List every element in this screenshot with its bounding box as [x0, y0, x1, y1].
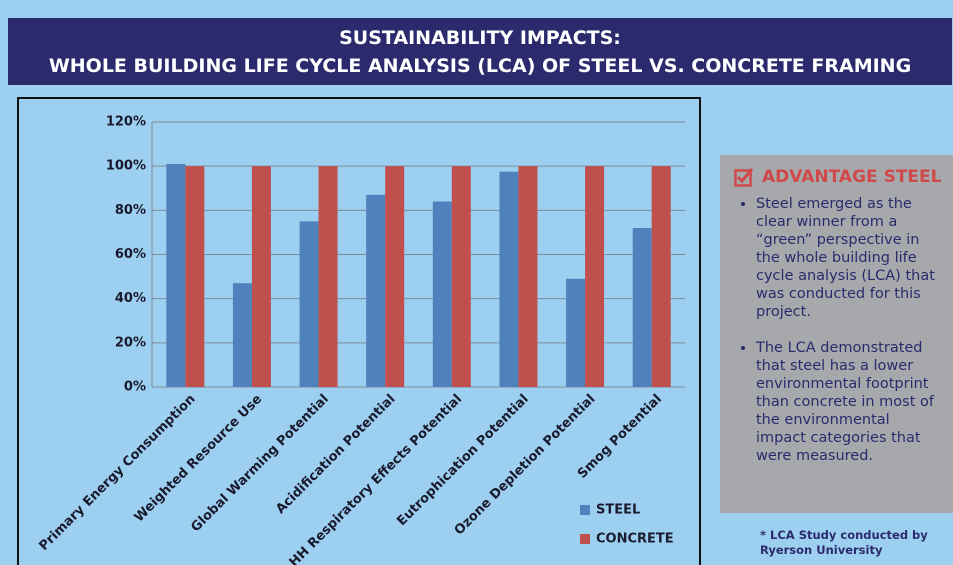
- y-tick-label: 120%: [106, 115, 146, 130]
- bar: [585, 166, 605, 387]
- bar: [366, 194, 386, 387]
- bar: [451, 166, 471, 387]
- bullet: The LCA demonstrated that steel has a lo…: [756, 339, 943, 465]
- bar: [299, 221, 319, 387]
- legend-label: STEEL: [596, 503, 640, 518]
- bar: [518, 166, 538, 387]
- bar: [499, 171, 519, 387]
- bar: [632, 228, 652, 387]
- heading-text: ADVANTAGE STEEL: [762, 167, 942, 187]
- legend-label: CONCRETE: [596, 532, 674, 547]
- title-line: SUSTAINABILITY IMPACTS:: [339, 27, 621, 49]
- bar: [232, 283, 252, 387]
- bar: [385, 166, 405, 387]
- panel-heading: ADVANTAGE STEEL: [734, 167, 943, 187]
- bar: [432, 201, 452, 387]
- bullet: Steel emerged as the clear winner from a…: [756, 195, 943, 321]
- legend-swatch: [580, 534, 590, 544]
- footnote: * LCA Study conducted by Ryerson Univers…: [760, 528, 928, 557]
- header: SUSTAINABILITY IMPACTS: WHOLE BUILDING L…: [8, 18, 952, 85]
- chart-frame: [17, 97, 701, 565]
- x-tick-label: Weighted Resource Use: [132, 392, 266, 526]
- bar: [318, 166, 338, 387]
- y-tick-label: 100%: [106, 159, 146, 174]
- x-tick-label: Global Warming Potential: [188, 392, 331, 535]
- y-tick-label: 40%: [115, 291, 146, 306]
- bar: [251, 166, 271, 387]
- x-tick-label: Eutrophication Potential: [394, 392, 531, 529]
- y-tick-label: 60%: [115, 247, 146, 262]
- bar: [566, 278, 586, 387]
- x-tick-label: Ozone Depletion Potential: [452, 392, 599, 539]
- bar: [185, 166, 205, 387]
- bar: [651, 166, 671, 387]
- bullet-list: Steel emerged as the clear winner from a…: [734, 195, 943, 465]
- check-icon: [734, 168, 754, 187]
- legend-swatch: [580, 505, 590, 515]
- y-tick-label: 80%: [115, 203, 146, 218]
- side-panel: ADVANTAGE STEEL Steel emerged as the cle…: [720, 155, 953, 513]
- x-tick-label: Acidification Potential: [273, 392, 398, 517]
- title-line: WHOLE BUILDING LIFE CYCLE ANALYSIS (LCA)…: [48, 55, 912, 77]
- y-tick-label: 0%: [124, 380, 146, 395]
- y-tick-label: 20%: [115, 335, 146, 350]
- bar: [166, 163, 186, 387]
